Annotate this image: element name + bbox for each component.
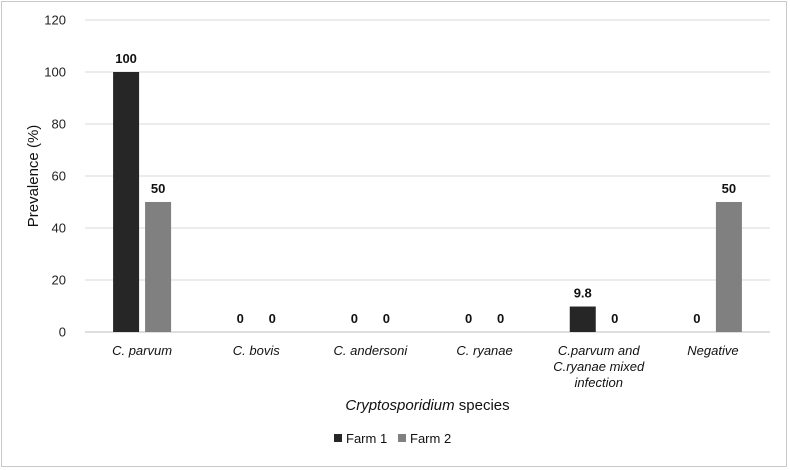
y-tick-label: 100	[44, 65, 66, 80]
data-label: 0	[693, 311, 700, 326]
data-label: 100	[115, 51, 137, 66]
data-label: 9.8	[574, 286, 592, 301]
data-label: 0	[465, 311, 472, 326]
legend-label: Farm 1	[346, 431, 387, 446]
y-axis-title: Prevalence (%)	[25, 125, 42, 228]
y-tick-label: 60	[52, 169, 66, 184]
data-label: 0	[611, 311, 618, 326]
bar	[569, 306, 596, 332]
x-tick-label: C. andersoni	[334, 343, 409, 358]
data-label: 0	[383, 311, 390, 326]
data-label: 0	[351, 311, 358, 326]
x-tick-label: Negative	[687, 343, 738, 358]
y-tick-label: 20	[52, 273, 66, 288]
data-label: 0	[497, 311, 504, 326]
bar	[715, 202, 742, 332]
y-tick-label: 80	[52, 117, 66, 132]
x-tick-label: C. bovis	[233, 343, 280, 358]
legend-swatch	[398, 434, 406, 442]
x-tick-label: C. ryanae	[456, 343, 512, 358]
x-tick-label: C. parvum	[112, 343, 172, 358]
x-axis-title-italic: Cryptosporidium	[345, 397, 454, 414]
legend-swatch	[334, 434, 342, 442]
y-tick-label: 40	[52, 221, 66, 236]
x-axis-title-rest: species	[455, 397, 510, 414]
y-tick-label: 120	[44, 13, 66, 28]
x-axis-title: Cryptosporidium species	[345, 397, 509, 414]
bar	[145, 202, 172, 332]
legend-label: Farm 2	[410, 431, 451, 446]
data-label: 50	[722, 181, 736, 196]
data-label: 0	[269, 311, 276, 326]
x-tick-label: C.parvum and	[558, 343, 640, 358]
data-label: 0	[237, 311, 244, 326]
bar	[113, 72, 140, 332]
x-tick-label: C.ryanae mixed	[553, 359, 645, 374]
y-tick-label: 0	[59, 325, 66, 340]
data-label: 50	[151, 181, 165, 196]
x-tick-label: infection	[575, 375, 623, 390]
